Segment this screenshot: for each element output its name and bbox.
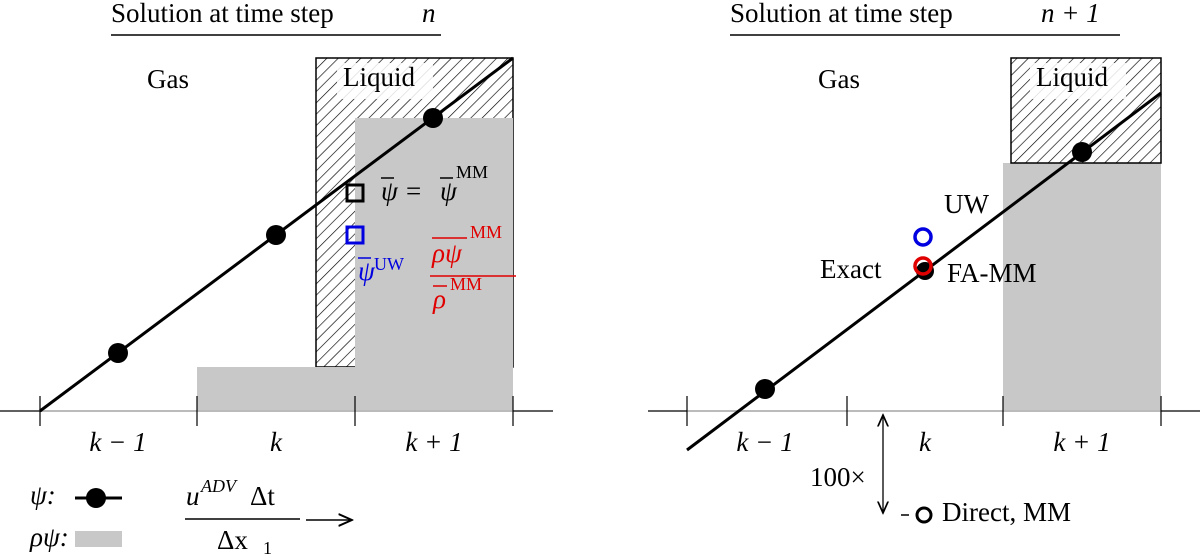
uw-square (345, 225, 365, 245)
psi-point (755, 379, 775, 399)
frac-num-sup: MM (470, 222, 502, 242)
rho-psi-bar (355, 118, 513, 411)
legend-rho-psi: ρψ: (29, 522, 69, 552)
frac-sup: ADV (200, 476, 238, 496)
direct-label: Direct, MM (942, 497, 1071, 527)
liquid-label: Liquid (1036, 62, 1108, 92)
uw-sym: ψ (358, 256, 376, 286)
cell-label: k + 1 (1053, 427, 1110, 457)
psi-point (108, 343, 128, 363)
right-panel: Solution at time step n + 1 Liquid Gas U… (648, 0, 1200, 527)
psi-point (1072, 142, 1092, 162)
ticks (686, 396, 1162, 426)
fa-mm-point (913, 256, 933, 276)
cell-label: k (919, 427, 932, 457)
direct-point (915, 506, 933, 524)
rho-psi-bar (1003, 163, 1161, 411)
legend-psi: ψ: (30, 480, 56, 510)
label-bg (337, 63, 433, 99)
title: Solution at time step (730, 0, 953, 28)
mm-square (345, 183, 365, 203)
frac-u: u (186, 481, 200, 511)
cell-label: k − 1 (89, 427, 146, 457)
frac-den-sup: MM (450, 274, 482, 294)
uw-sup: UW (374, 254, 404, 274)
label-bg (1030, 63, 1126, 99)
fa-mm-label: FA-MM (947, 258, 1037, 288)
title-var: n (422, 0, 436, 28)
legend: ψ: ρψ: u ADV Δt Δx 1 (29, 476, 352, 558)
cell-label: k − 1 (736, 427, 793, 457)
eq-sup: MM (456, 162, 488, 182)
exact-label: Exact (820, 254, 882, 284)
frac-num: ρψ (431, 238, 463, 268)
eq-lhs: ψ (381, 176, 399, 206)
frac-den: ρ (432, 284, 446, 314)
title-var: n + 1 (1041, 0, 1100, 28)
cell-label: k (270, 427, 283, 457)
gas-label: Gas (147, 64, 189, 94)
legend-dot (86, 488, 106, 508)
liquid-label: Liquid (343, 62, 415, 92)
scale-label: 100× (810, 462, 866, 492)
frac-den: Δx (217, 525, 248, 555)
frac-dt: Δt (250, 481, 275, 511)
rho-psi-bar (197, 367, 355, 411)
cell-label: k + 1 (405, 427, 462, 457)
eq-sign: = (406, 176, 421, 206)
left-panel: Solution at time step n Liquid Gas ψ = ψ… (0, 0, 553, 457)
legend-swatch (75, 531, 122, 547)
psi-point (423, 108, 443, 128)
uw-label: UW (944, 189, 989, 219)
eq-rhs: ψ (440, 176, 458, 206)
frac-sub: 1 (263, 538, 272, 558)
title: Solution at time step (111, 0, 334, 28)
gas-label: Gas (818, 64, 860, 94)
psi-point (266, 225, 286, 245)
uw-point (913, 227, 933, 247)
